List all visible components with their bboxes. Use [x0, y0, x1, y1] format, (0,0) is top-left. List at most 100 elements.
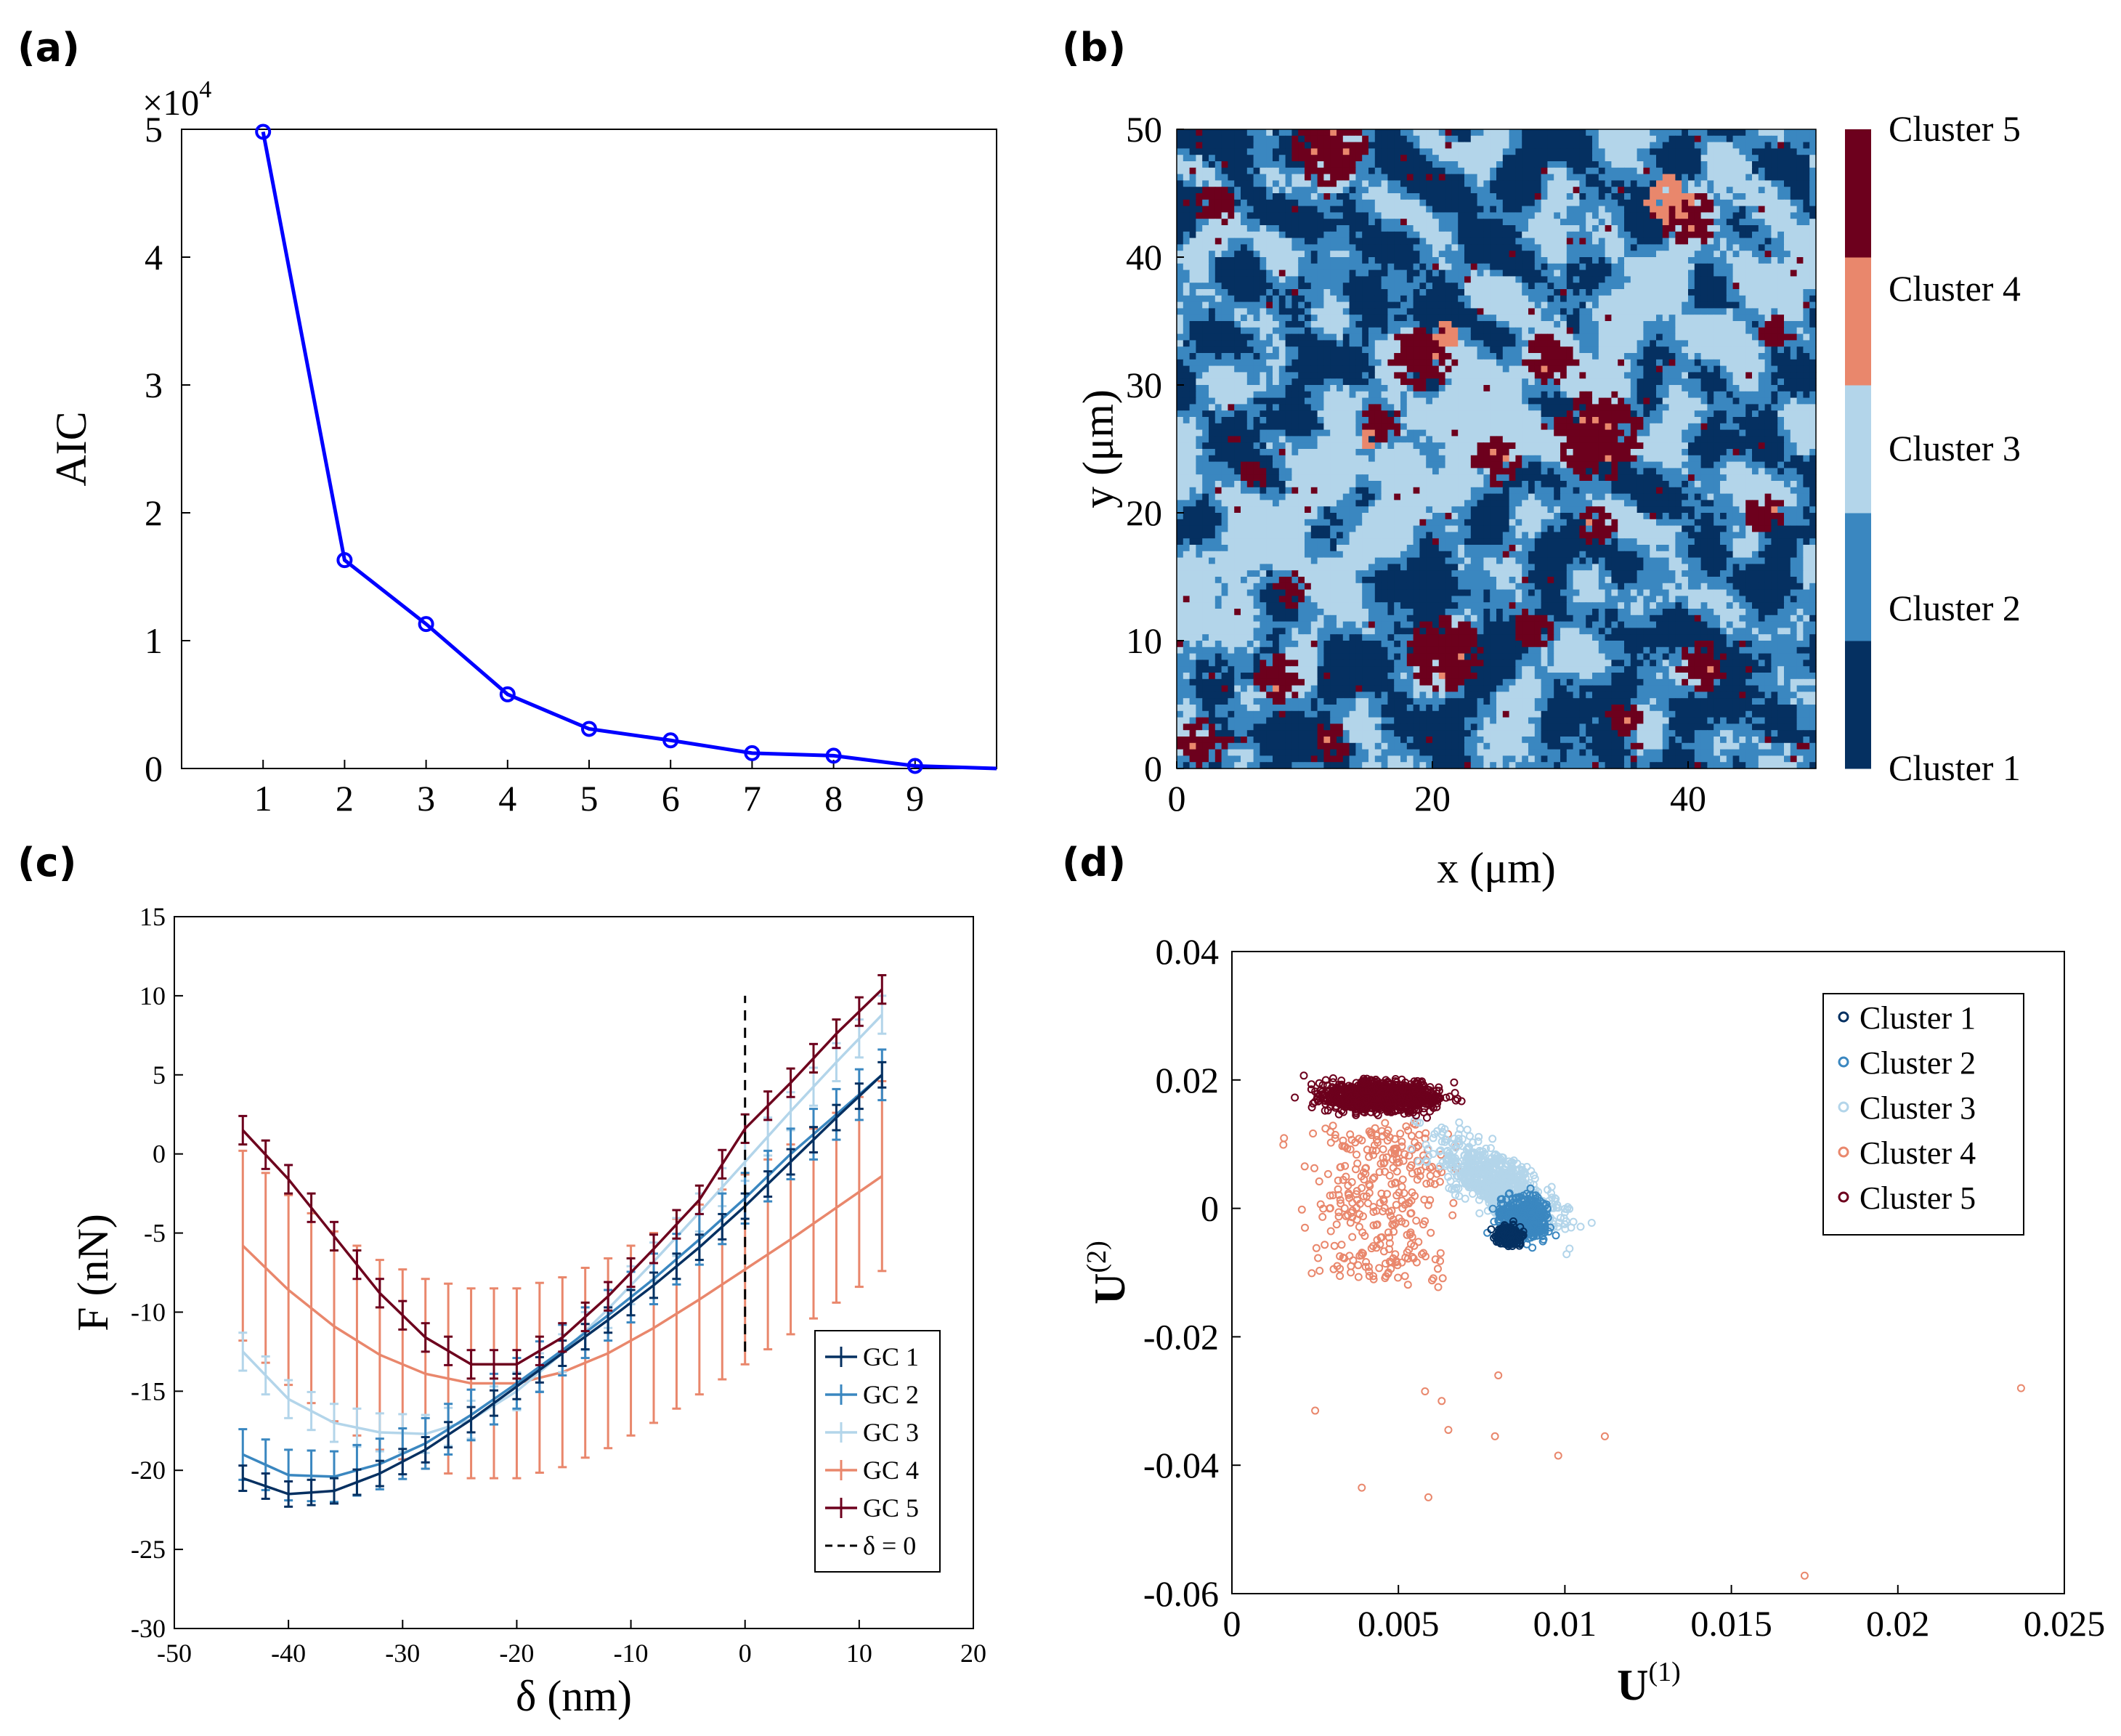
cluster-map-cell: [1515, 410, 1522, 418]
cluster-map-cell: [1470, 410, 1478, 418]
cluster-map-cell: [1739, 155, 1746, 162]
cluster-map-cell: [1496, 404, 1504, 411]
cluster-map-cell: [1470, 251, 1478, 258]
cluster-map-cell: [1234, 301, 1241, 309]
cluster-map-cell: [1771, 397, 1778, 405]
cluster-map-cell: [1656, 391, 1663, 399]
cluster-map-cell: [1502, 219, 1510, 226]
cluster-map-cell: [1739, 436, 1746, 443]
cluster-map-cell: [1291, 301, 1299, 309]
cluster-map-cell: [1451, 238, 1459, 245]
cluster-map-cell: [1438, 244, 1446, 251]
cluster-map-cell: [1784, 257, 1791, 264]
cluster-map-cell: [1656, 346, 1663, 354]
cluster-map-cell: [1337, 365, 1344, 373]
cluster-map-cell: [1432, 193, 1440, 200]
cluster-map-cell: [1643, 397, 1650, 405]
cluster-map-cell: [1183, 359, 1191, 367]
cluster-map-cell: [1260, 295, 1267, 303]
cluster-map-cell: [1541, 148, 1548, 155]
cluster-map-cell: [1438, 417, 1446, 424]
cluster-map-cell: [1458, 385, 1465, 392]
cluster-map-cell: [1624, 372, 1631, 379]
cluster-map-cell: [1310, 238, 1318, 245]
cluster-map-cell: [1214, 353, 1222, 360]
cluster-map-cell: [1241, 199, 1248, 207]
cluster-map-cell: [1368, 142, 1376, 149]
cluster-map-cell: [1714, 346, 1721, 354]
cluster-map-cell: [1228, 442, 1235, 450]
cluster-map-cell: [1656, 244, 1663, 251]
cluster-map-cell: [1528, 340, 1536, 347]
cluster-map-cell: [1566, 301, 1574, 309]
cluster-map-cell: [1624, 301, 1631, 309]
cluster-map-cell: [1413, 161, 1420, 169]
cluster-map-cell: [1253, 436, 1260, 443]
cluster-map-cell: [1726, 129, 1734, 137]
cluster-map-cell: [1209, 359, 1216, 367]
cluster-map-cell: [1355, 289, 1363, 296]
cluster-map-cell: [1796, 391, 1804, 399]
cluster-map-cell: [1809, 327, 1817, 335]
cluster-map-cell: [1547, 251, 1554, 258]
cluster-map-cell: [1253, 142, 1260, 149]
cluster-map-cell: [1419, 442, 1427, 450]
cluster-map-cell: [1464, 244, 1472, 251]
cluster-map-cell: [1605, 206, 1612, 213]
cluster-map-cell: [1528, 333, 1536, 341]
cluster-map-cell: [1682, 155, 1689, 162]
cluster-map-cell: [1522, 289, 1529, 296]
cluster-map-cell: [1643, 423, 1650, 431]
cluster-map-cell: [1406, 333, 1414, 341]
cluster-map-cell: [1732, 417, 1740, 424]
cluster-map-cell: [1605, 238, 1612, 245]
cluster-map-cell: [1260, 378, 1267, 386]
aic-point: [744, 745, 761, 761]
cluster-map-cell: [1522, 333, 1529, 341]
cluster-map-cell: [1477, 276, 1484, 283]
cluster-map-cell: [1764, 206, 1772, 213]
cluster-map-cell: [1796, 148, 1804, 155]
cluster-map-cell: [1611, 257, 1618, 264]
panel-a-ytick-label: 0: [145, 748, 163, 789]
cluster-map-cell: [1477, 251, 1484, 258]
cluster-map-cell: [1534, 372, 1542, 379]
cluster-map-cell: [1413, 231, 1420, 239]
cluster-map-cell: [1273, 315, 1280, 322]
cluster-map-cell: [1470, 283, 1478, 290]
cluster-map-cell: [1694, 148, 1702, 155]
cluster-map-cell: [1426, 346, 1433, 354]
cluster-map-cell: [1579, 410, 1586, 418]
cluster-map-cell: [1337, 359, 1344, 367]
cluster-map-cell: [1246, 276, 1254, 283]
cluster-map-cell: [1285, 161, 1292, 169]
cluster-map-cell: [1196, 187, 1203, 194]
cluster-map-cell: [1406, 372, 1414, 379]
cluster-map-cell: [1745, 333, 1753, 341]
cluster-map-cell: [1246, 372, 1254, 379]
cluster-map-cell: [1579, 238, 1586, 245]
cluster-map-cell: [1426, 429, 1433, 437]
cluster-map-cell: [1477, 442, 1484, 450]
cluster-map-cell: [1694, 321, 1702, 328]
cluster-map-cell: [1745, 372, 1753, 379]
cluster-map-cell: [1432, 225, 1440, 232]
cluster-map-cell: [1547, 333, 1554, 341]
cluster-map-cell: [1234, 359, 1241, 367]
cluster-map-cell: [1611, 142, 1618, 149]
cluster-map-cell: [1758, 301, 1766, 309]
cluster-map-cell: [1362, 353, 1369, 360]
cluster-map-cell: [1234, 263, 1241, 271]
cluster-map-cell: [1464, 142, 1472, 149]
cluster-map-cell: [1260, 353, 1267, 360]
cluster-map-cell: [1566, 429, 1574, 437]
cluster-map-cell: [1592, 333, 1599, 341]
cluster-map-cell: [1637, 129, 1644, 137]
cluster-map-cell: [1554, 161, 1561, 169]
cluster-map-cell: [1726, 180, 1734, 187]
cluster-map-cell: [1707, 251, 1714, 258]
cluster-map-cell: [1522, 167, 1529, 175]
cluster-map-cell: [1400, 219, 1408, 226]
cluster-map-cell: [1777, 391, 1785, 399]
cluster-map-cell: [1592, 251, 1599, 258]
